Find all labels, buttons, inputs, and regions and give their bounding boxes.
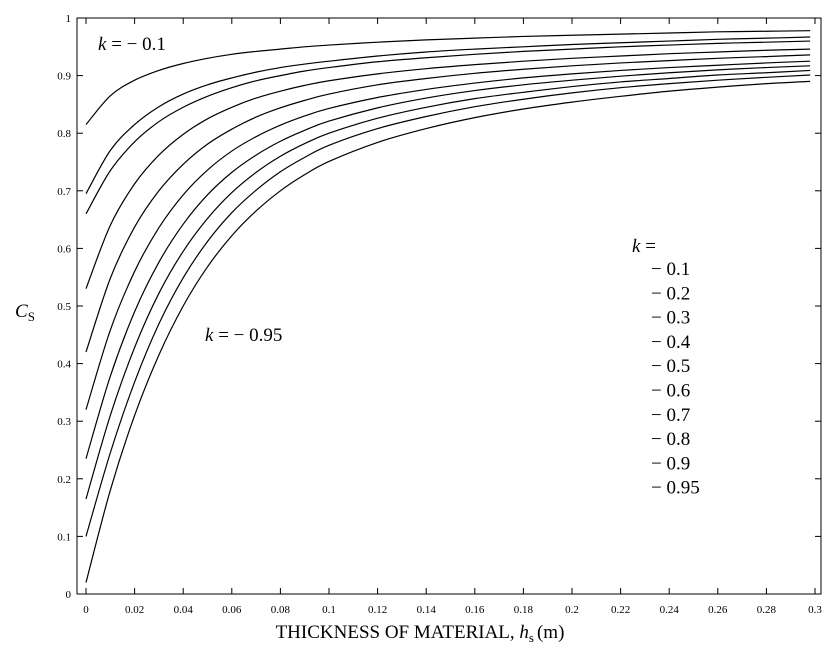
x-tick-label: 0.24: [660, 604, 680, 616]
legend-entry: − 0.8: [651, 429, 690, 450]
x-tick-label: 0.3: [808, 604, 822, 616]
legend-entry: − 0.1: [651, 259, 690, 280]
y-tick-label: 0.3: [57, 416, 71, 428]
x-tick-label: 0.22: [611, 604, 630, 616]
x-tick-label: 0.16: [465, 604, 485, 616]
curves: [85, 30, 811, 583]
x-tick-label: 0.2: [565, 604, 579, 616]
x-axis-ticks: 0 0.02 0.04 0.06 0.08 0.1 0.12 0.14 0.16 0.18 0.2 0…: [83, 18, 822, 616]
y-tick-label: 0.6: [57, 243, 71, 255]
y-tick-label: 0: [66, 589, 72, 601]
annotation-top: k = − 0.1: [98, 34, 166, 55]
legend-entry: − 0.9: [651, 453, 690, 474]
curve-k-0.5: [85, 54, 811, 353]
legend-entry: − 0.5: [651, 356, 690, 377]
x-tick-label: 0.28: [757, 604, 777, 616]
legend: k = − 0.1 − 0.2 − 0.3 − 0.4 − 0.5 − 0.6 − 0.7 −…: [632, 236, 700, 499]
x-tick-label: 0.06: [222, 604, 242, 616]
y-tick-label: 0.1: [57, 531, 71, 543]
curve-k-0.8: [85, 69, 811, 500]
legend-entry: − 0.2: [651, 283, 690, 304]
legend-entry: − 0.4: [651, 332, 691, 353]
curve-k-0.2: [85, 36, 811, 194]
curve-k-0.3: [85, 40, 811, 215]
y-axis-ticks: 0 0.1 0.2 0.3 0.4 0.5 0.6 0.7 0.8 0.9 1: [57, 13, 821, 601]
curve-k-0.6: [85, 60, 811, 410]
y-tick-label: 0.5: [57, 301, 71, 313]
y-axis-label: CS: [15, 301, 35, 324]
x-tick-label: 0.1: [322, 604, 336, 616]
x-tick-label: 0.04: [174, 604, 194, 616]
x-tick-label: 0.14: [417, 604, 437, 616]
y-tick-label: 0.7: [57, 186, 71, 198]
x-tick-label: 0.02: [125, 604, 144, 616]
curve-k-0.4: [85, 48, 811, 289]
legend-entry: − 0.3: [651, 308, 690, 329]
y-tick-label: 0.2: [57, 474, 71, 486]
curve-k-0.95: [85, 80, 811, 583]
x-tick-label: 0.26: [708, 604, 728, 616]
y-tick-label: 0.4: [57, 359, 71, 371]
annotation-bottom: k = − 0.95: [205, 325, 282, 346]
legend-title: k =: [632, 236, 656, 257]
y-tick-label: 0.9: [57, 71, 71, 83]
x-axis-label: THICKNESS OF MATERIAL, hs (m): [276, 622, 565, 645]
y-tick-label: 1: [66, 13, 72, 25]
curve-k-0.7: [85, 65, 811, 459]
x-tick-label: 0.18: [514, 604, 534, 616]
curve-k-0.9: [85, 74, 811, 537]
legend-entry: − 0.95: [651, 478, 700, 499]
legend-entry: − 0.7: [651, 405, 690, 426]
curve-k-0.1: [85, 30, 811, 125]
legend-entry: − 0.6: [651, 381, 690, 402]
y-tick-label: 0.8: [57, 128, 71, 140]
x-tick-label: 0: [83, 604, 89, 616]
x-tick-label: 0.12: [368, 604, 387, 616]
x-tick-label: 0.08: [271, 604, 291, 616]
